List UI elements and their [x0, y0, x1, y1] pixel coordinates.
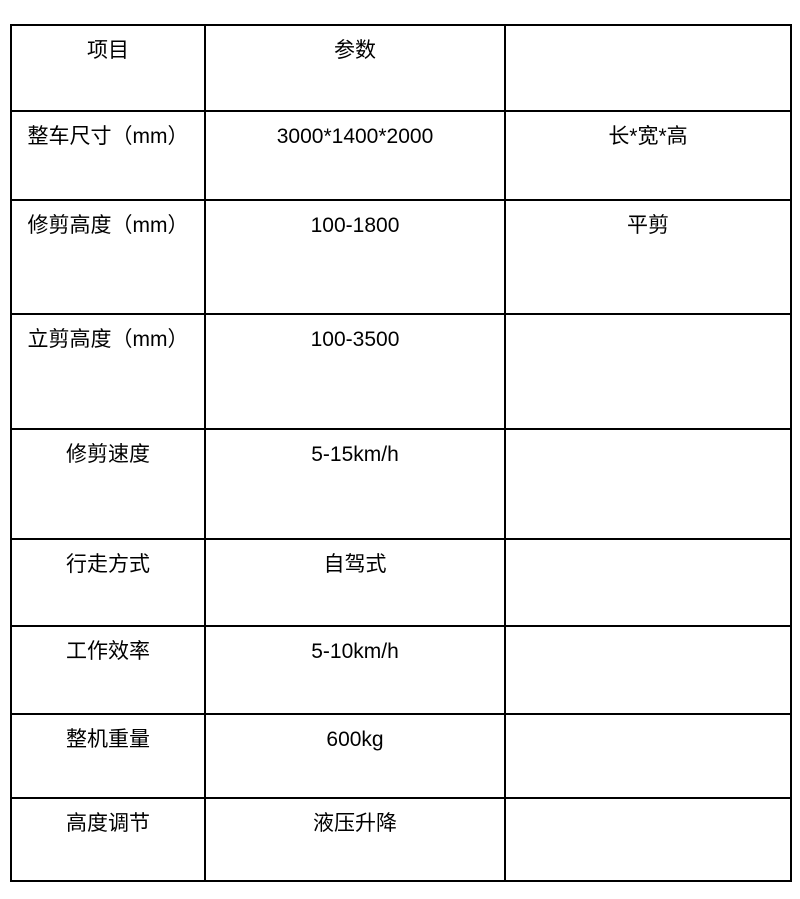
table-cell: 高度调节	[10, 797, 206, 882]
header-note-cell	[504, 24, 792, 112]
table-cell	[504, 625, 792, 715]
table-cell	[504, 428, 792, 540]
table-cell: 600kg	[204, 713, 506, 799]
table-row: 行走方式 自驾式	[10, 538, 792, 627]
table-cell: 修剪速度	[10, 428, 206, 540]
table-cell	[504, 713, 792, 799]
table-cell: 平剪	[504, 199, 792, 315]
table-row: 工作效率 5-10km/h	[10, 625, 792, 715]
table-cell: 3000*1400*2000	[204, 110, 506, 201]
table-cell: 工作效率	[10, 625, 206, 715]
table-cell: 整机重量	[10, 713, 206, 799]
table-cell	[504, 313, 792, 430]
table-cell: 整车尺寸（mm）	[10, 110, 206, 201]
table-row: 立剪高度（mm） 100-3500	[10, 313, 792, 430]
header-param-cell: 参数	[204, 24, 506, 112]
table-cell: 长*宽*高	[504, 110, 792, 201]
header-item-cell: 项目	[10, 24, 206, 112]
table-cell: 100-1800	[204, 199, 506, 315]
table-cell: 100-3500	[204, 313, 506, 430]
table-cell: 修剪高度（mm）	[10, 199, 206, 315]
table-row: 修剪速度 5-15km/h	[10, 428, 792, 540]
spec-table: 项目 参数 整车尺寸（mm） 3000*1400*2000 长*宽*高 修剪高度…	[10, 24, 792, 882]
table-row: 高度调节 液压升降	[10, 797, 792, 882]
table-cell: 自驾式	[204, 538, 506, 627]
table-cell: 5-10km/h	[204, 625, 506, 715]
table-row: 修剪高度（mm） 100-1800 平剪	[10, 199, 792, 315]
table-row: 整车尺寸（mm） 3000*1400*2000 长*宽*高	[10, 110, 792, 201]
table-cell: 液压升降	[204, 797, 506, 882]
table-cell: 5-15km/h	[204, 428, 506, 540]
table-row-header: 项目 参数	[10, 24, 792, 112]
table-cell	[504, 797, 792, 882]
table-cell: 行走方式	[10, 538, 206, 627]
table-cell: 立剪高度（mm）	[10, 313, 206, 430]
table-row: 整机重量 600kg	[10, 713, 792, 799]
table-cell	[504, 538, 792, 627]
